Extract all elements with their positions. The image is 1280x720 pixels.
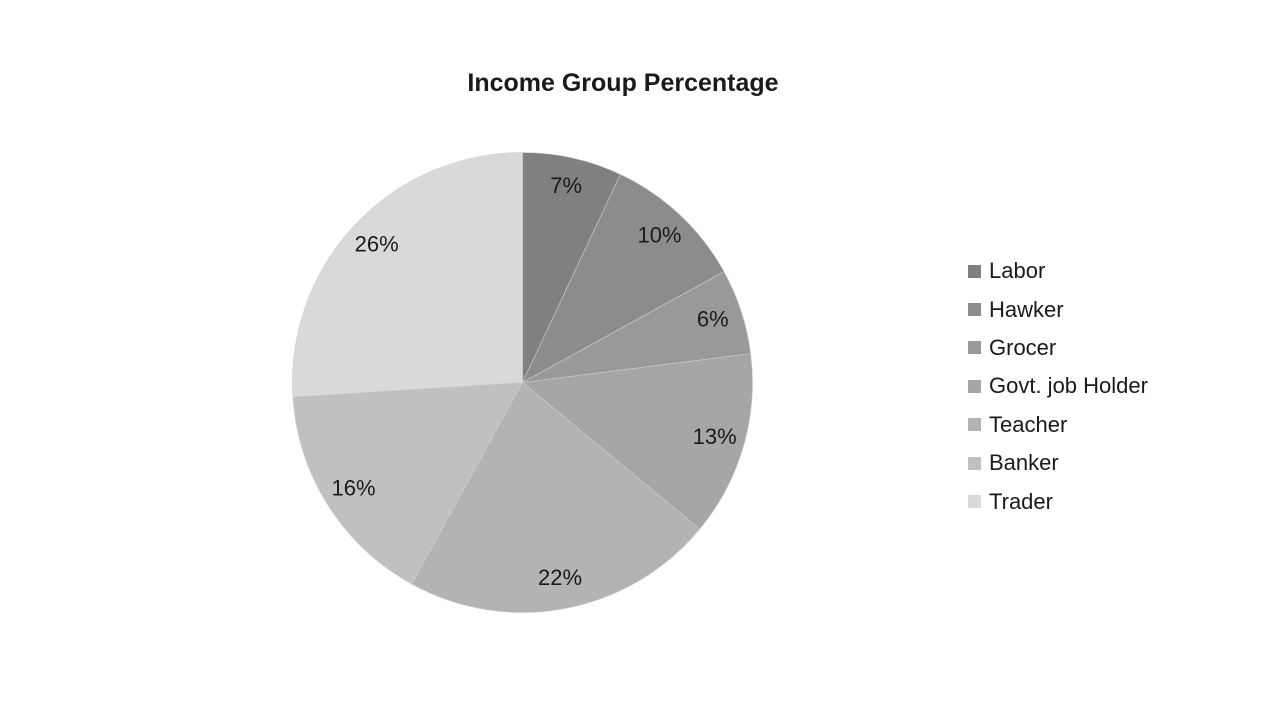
svg-text:6%: 6% [697,306,729,331]
svg-text:22%: 22% [538,565,582,590]
svg-text:26%: 26% [355,231,399,256]
svg-text:13%: 13% [693,424,737,449]
svg-text:10%: 10% [637,222,681,247]
svg-text:16%: 16% [332,476,376,501]
svg-text:7%: 7% [550,173,582,198]
